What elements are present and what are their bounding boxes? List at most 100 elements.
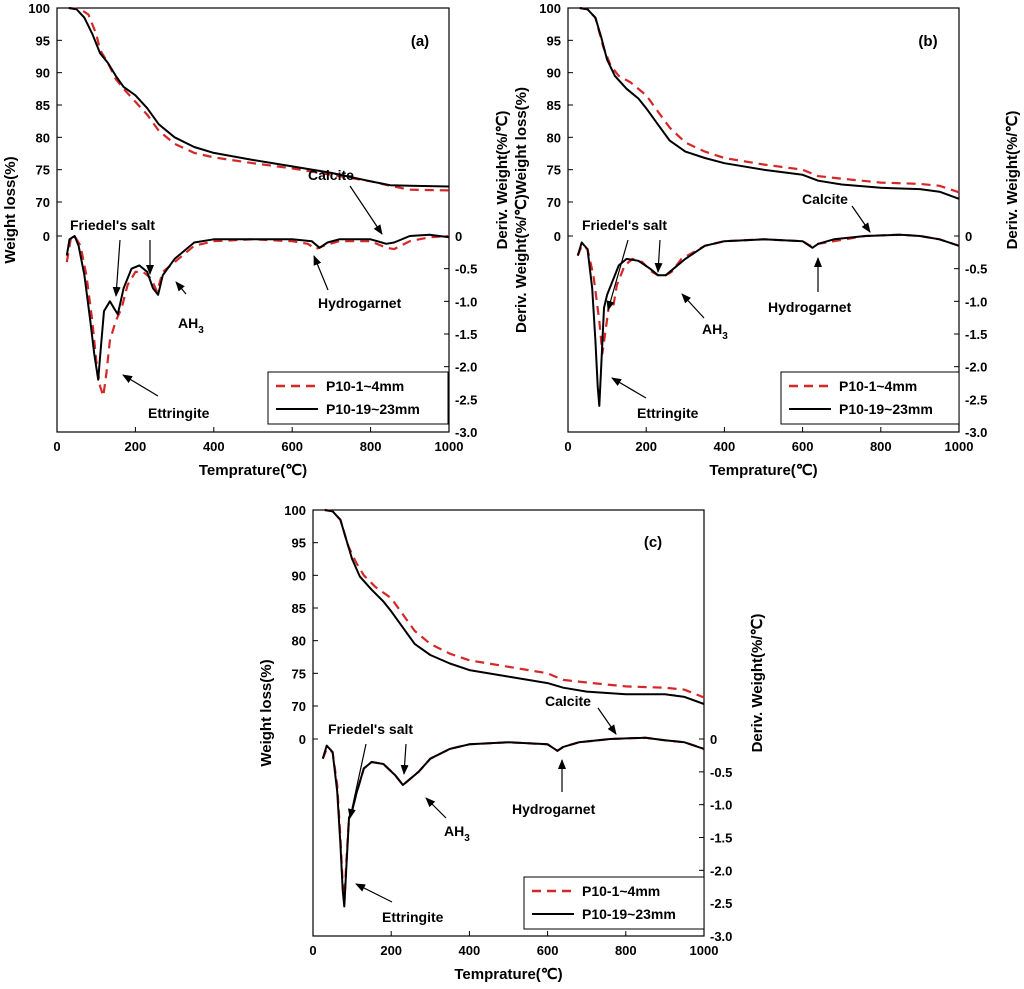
tg-tick-label: 75 [547, 163, 561, 178]
panel-a: 0 200 400 600 800 1000 100 95 90 85 80 75 70 0 0 -0.5 -1… [2, 1, 511, 479]
panel-label: (a) [411, 33, 429, 50]
dtg-tick-label: -2.5 [455, 392, 477, 407]
dtg-tick-label: 0 [965, 229, 972, 244]
panel-label: (b) [918, 33, 937, 50]
legend-box [267, 371, 449, 425]
annotation-text: Friedel's salt [582, 217, 667, 233]
tg-series-line-1 [324, 509, 705, 705]
annotation-arrow [112, 239, 121, 297]
x-tick-label: 0 [53, 439, 60, 454]
x-tick-label: 200 [635, 439, 657, 454]
panel-label: (c) [644, 534, 662, 551]
legend-box [523, 876, 705, 930]
x-tick-label: 800 [360, 439, 382, 454]
y-axis-label-left: Deriv. Weight(%/℃)Weight loss(%) [513, 87, 530, 333]
y-axis-label-right: Deriv. Weight(%/℃) [1004, 111, 1021, 250]
tg-tick-label: 75 [36, 163, 50, 178]
annotation-text: Calcite [545, 693, 591, 709]
panel-c: 0 200 400 600 800 1000 100 95 90 85 80 75 70 0 0 -0.5 -1… [258, 503, 766, 983]
dtg-tick-label: -1.5 [710, 831, 732, 846]
annotation-label: Ettringite [148, 405, 210, 421]
annotation-label: Friedel's salt [582, 217, 667, 233]
annotation-label: AH3 [178, 315, 204, 336]
legend-entry-0: P10-1~4mm [326, 378, 404, 394]
x-tick-label: 1000 [945, 439, 974, 454]
dtg-tick-label: -3.0 [965, 425, 987, 440]
tg-tick-label: 85 [547, 98, 561, 113]
tg-tick-label: 95 [292, 536, 306, 551]
tg-tick-label: 80 [547, 130, 561, 145]
legend: P10-1~4mm P10-19~23mm [780, 371, 960, 425]
annotation-label: Friedel's salt [70, 217, 155, 233]
dtg-series-line-1 [321, 736, 705, 908]
annotation-arrow [654, 239, 663, 273]
annotation-arrow [313, 255, 329, 291]
left-zero-tick-label: 0 [43, 229, 50, 244]
plot-frame [56, 7, 450, 433]
tg-series-line-0 [579, 6, 960, 194]
plot-frame [312, 509, 705, 937]
dtg-tick-label: -2.0 [455, 360, 477, 375]
dtg-tick-label: -0.5 [965, 262, 987, 277]
tg-tick-label: 95 [36, 33, 50, 48]
legend: P10-1~4mm P10-19~23mm [523, 876, 705, 930]
annotation-text: AH [702, 321, 722, 337]
annotation-arrow [681, 293, 705, 319]
annotation-label: Hydrogarnet [318, 295, 402, 311]
tg-series-line-1 [68, 7, 450, 188]
x-axis-label: Temprature(℃) [454, 966, 562, 983]
x-axis-label: Temprature(℃) [199, 462, 307, 479]
annotation-arrow [355, 883, 393, 903]
annotation-text: Calcite [308, 167, 354, 183]
annotation-label: Ettringite [382, 909, 444, 925]
x-tick-label: 200 [125, 439, 147, 454]
tg-tick-label: 100 [539, 1, 561, 16]
dtg-tick-label: -0.5 [455, 262, 477, 277]
annotation-text: Ettringite [148, 405, 210, 421]
dtg-tick-label: -1.5 [965, 327, 987, 342]
panel-b: 0 200 400 600 800 1000 100 95 90 85 80 75 70 0 0 -0.5 -1… [513, 1, 1021, 479]
legend-entry-0: P10-1~4mm [839, 378, 917, 394]
left-zero-tick-label: 0 [299, 732, 306, 747]
y-axis-label-left: Weight loss(%) [258, 659, 275, 766]
annotation-text: AH [444, 823, 464, 839]
tg-tick-label: 85 [292, 601, 306, 616]
x-tick-label: 0 [309, 943, 316, 958]
dtg-tick-label: -2.0 [965, 360, 987, 375]
legend-entry-1: P10-19~23mm [326, 401, 420, 417]
annotation-label: AH3 [702, 321, 728, 342]
dtg-tick-label: -1.0 [965, 294, 987, 309]
annotation-text: Hydrogarnet [318, 295, 402, 311]
dtg-tick-label: 0 [455, 229, 462, 244]
tg-tick-label: 70 [36, 195, 50, 210]
legend-box [780, 371, 960, 425]
x-tick-label: 800 [615, 943, 637, 958]
dtg-tick-label: 0 [710, 732, 717, 747]
annotation-subscript: 3 [464, 833, 470, 844]
dtg-tick-label: -3.0 [710, 929, 732, 944]
annotation-arrow [347, 743, 367, 819]
tg-tick-label: 75 [292, 666, 306, 681]
left-zero-tick-label: 0 [554, 229, 561, 244]
dtg-tick-label: -2.5 [710, 896, 732, 911]
dtg-series-line-1 [65, 233, 450, 381]
tg-series-line-0 [68, 6, 450, 192]
annotation-text: Friedel's salt [70, 217, 155, 233]
tg-tick-label: 80 [292, 634, 306, 649]
tg-tick-label: 70 [292, 699, 306, 714]
annotation-label: Calcite [802, 191, 848, 207]
y-axis-label-right: Deriv. Weight(%/℃) [494, 111, 511, 250]
annotation-subscript: 3 [722, 331, 728, 342]
annotation-arrow [122, 374, 159, 397]
x-tick-label: 400 [714, 439, 736, 454]
annotation-label: Hydrogarnet [512, 801, 596, 817]
dtg-tick-label: -1.0 [710, 798, 732, 813]
x-tick-label: 600 [537, 943, 559, 958]
annotation-arrow [349, 185, 383, 235]
x-tick-label: 200 [380, 943, 402, 958]
x-tick-label: 600 [281, 439, 303, 454]
annotation-label: Friedel's salt [328, 721, 413, 737]
annotation-text: Hydrogarnet [512, 801, 596, 817]
tg-series-line-1 [579, 7, 960, 200]
